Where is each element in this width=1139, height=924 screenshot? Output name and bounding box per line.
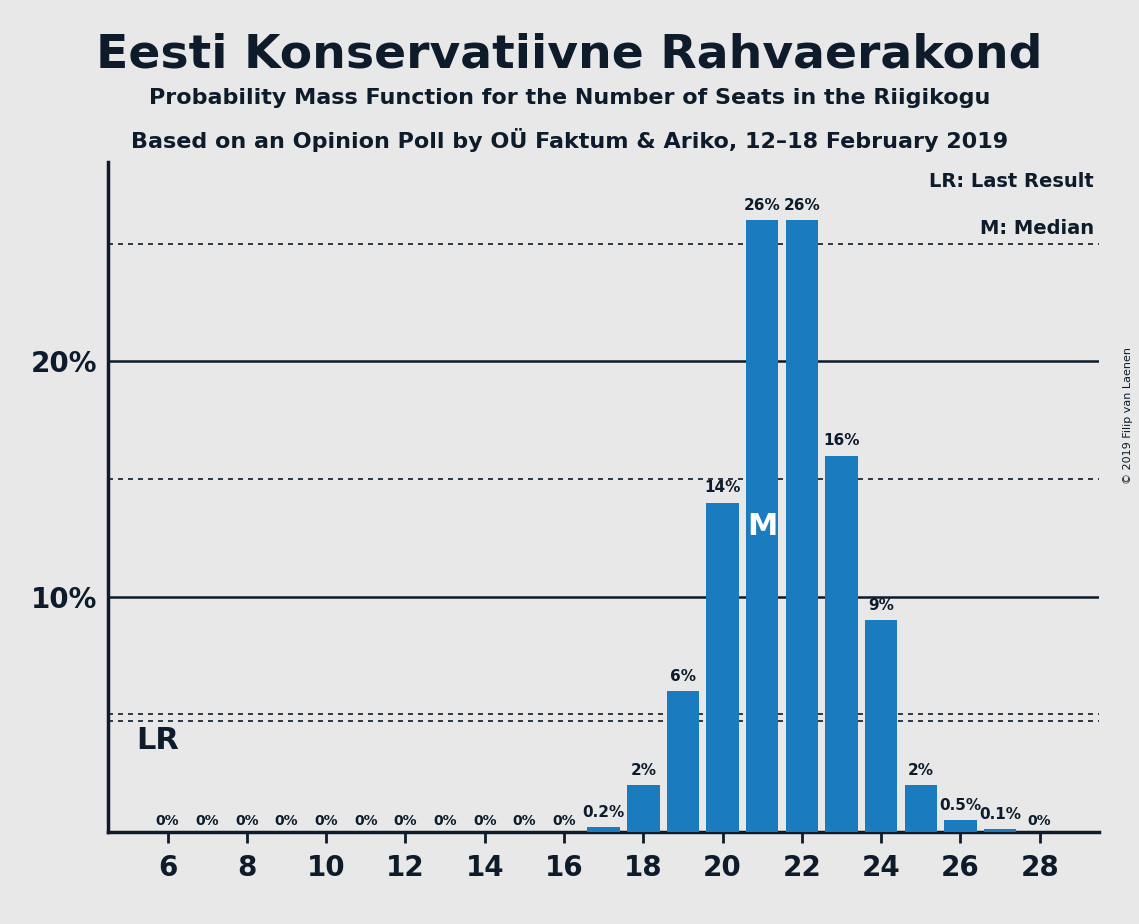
Text: Probability Mass Function for the Number of Seats in the Riigikogu: Probability Mass Function for the Number…: [149, 88, 990, 108]
Text: 0%: 0%: [314, 814, 338, 828]
Text: 26%: 26%: [784, 199, 820, 213]
Text: 9%: 9%: [868, 598, 894, 613]
Bar: [746, 221, 778, 832]
Bar: [706, 503, 739, 832]
Text: 0.1%: 0.1%: [980, 808, 1021, 822]
Text: Based on an Opinion Poll by OÜ Faktum & Ariko, 12–18 February 2019: Based on an Opinion Poll by OÜ Faktum & …: [131, 128, 1008, 152]
Text: 2%: 2%: [908, 762, 934, 777]
Bar: [588, 827, 620, 832]
Text: 0%: 0%: [1027, 814, 1051, 828]
Text: M: M: [747, 512, 778, 541]
Text: 0%: 0%: [473, 814, 497, 828]
Text: 14%: 14%: [704, 480, 740, 495]
Bar: [944, 820, 976, 832]
Text: 0%: 0%: [433, 814, 457, 828]
Bar: [865, 620, 898, 832]
Text: 0%: 0%: [156, 814, 180, 828]
Text: 2%: 2%: [630, 762, 656, 777]
Bar: [984, 829, 1016, 832]
Bar: [666, 690, 699, 832]
Text: 0%: 0%: [394, 814, 417, 828]
Text: 0.2%: 0.2%: [582, 805, 625, 820]
Text: Eesti Konservatiivne Rahvaerakond: Eesti Konservatiivne Rahvaerakond: [97, 32, 1042, 78]
Text: M: Median: M: Median: [980, 219, 1095, 237]
Bar: [904, 784, 937, 832]
Bar: [786, 221, 818, 832]
Text: 0%: 0%: [552, 814, 576, 828]
Text: LR: LR: [136, 726, 179, 755]
Text: © 2019 Filip van Laenen: © 2019 Filip van Laenen: [1123, 347, 1133, 484]
Text: 0%: 0%: [513, 814, 536, 828]
Text: LR: Last Result: LR: Last Result: [929, 172, 1095, 190]
Text: 6%: 6%: [670, 669, 696, 684]
Text: 0%: 0%: [196, 814, 219, 828]
Text: 0%: 0%: [354, 814, 378, 828]
Text: 0%: 0%: [235, 814, 259, 828]
Bar: [628, 784, 659, 832]
Text: 16%: 16%: [823, 433, 860, 448]
Text: 0%: 0%: [274, 814, 298, 828]
Text: 0.5%: 0.5%: [940, 797, 982, 813]
Bar: [826, 456, 858, 832]
Text: 26%: 26%: [744, 199, 780, 213]
